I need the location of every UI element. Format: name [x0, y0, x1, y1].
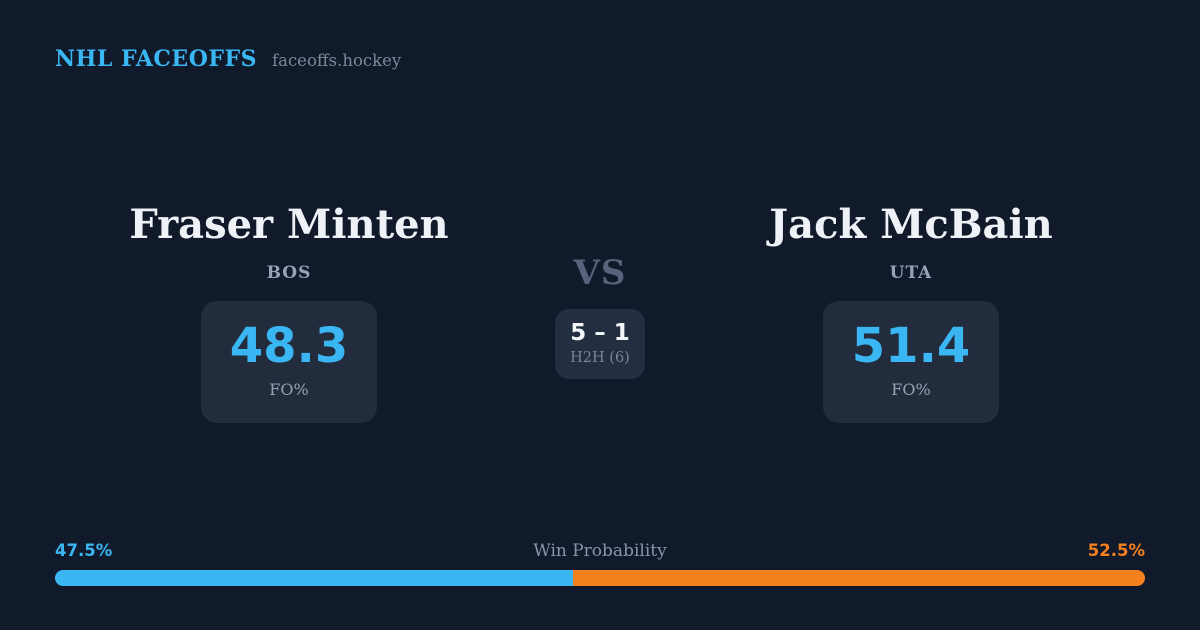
- win-prob-bar-right: [572, 570, 1145, 586]
- site-url: faceoffs.hockey: [272, 51, 402, 70]
- header: NHL FACEOFFS faceoffs.hockey: [55, 46, 401, 72]
- player-right-fo-box: 51.4 FO%: [823, 301, 999, 423]
- vs-column: VS 5 – 1 H2H (6): [523, 203, 677, 379]
- h2h-box: 5 – 1 H2H (6): [555, 309, 645, 379]
- player-right-fo-label: FO%: [891, 379, 931, 399]
- win-prob-bar-left: [55, 570, 573, 586]
- player-left: Fraser Minten BOS 48.3 FO%: [55, 203, 523, 423]
- win-prob-right-pct: 52.5%: [1087, 541, 1145, 560]
- player-left-fo-label: FO%: [269, 379, 309, 399]
- win-probability-title: Win Probability: [533, 541, 667, 561]
- player-left-fo-box: 48.3 FO%: [201, 301, 377, 423]
- vs-label: VS: [573, 253, 627, 293]
- player-left-team: BOS: [266, 263, 312, 283]
- matchup-row: Fraser Minten BOS 48.3 FO% VS 5 – 1 H2H …: [55, 203, 1145, 423]
- win-prob-left-pct: 47.5%: [55, 541, 113, 560]
- h2h-score: 5 – 1: [570, 320, 630, 346]
- player-right-fo-value: 51.4: [851, 317, 971, 374]
- brand-title: NHL FACEOFFS: [55, 46, 257, 72]
- win-probability-labels: 47.5% Win Probability 52.5%: [55, 541, 1145, 562]
- win-probability-bar: [55, 570, 1145, 586]
- player-left-name: Fraser Minten: [129, 201, 449, 248]
- player-left-fo-value: 48.3: [229, 317, 349, 374]
- player-right: Jack McBain UTA 51.4 FO%: [677, 203, 1145, 423]
- player-right-team: UTA: [889, 263, 933, 283]
- win-probability-section: 47.5% Win Probability 52.5%: [55, 541, 1145, 586]
- player-right-name: Jack McBain: [769, 201, 1053, 248]
- h2h-label: H2H (6): [570, 350, 630, 366]
